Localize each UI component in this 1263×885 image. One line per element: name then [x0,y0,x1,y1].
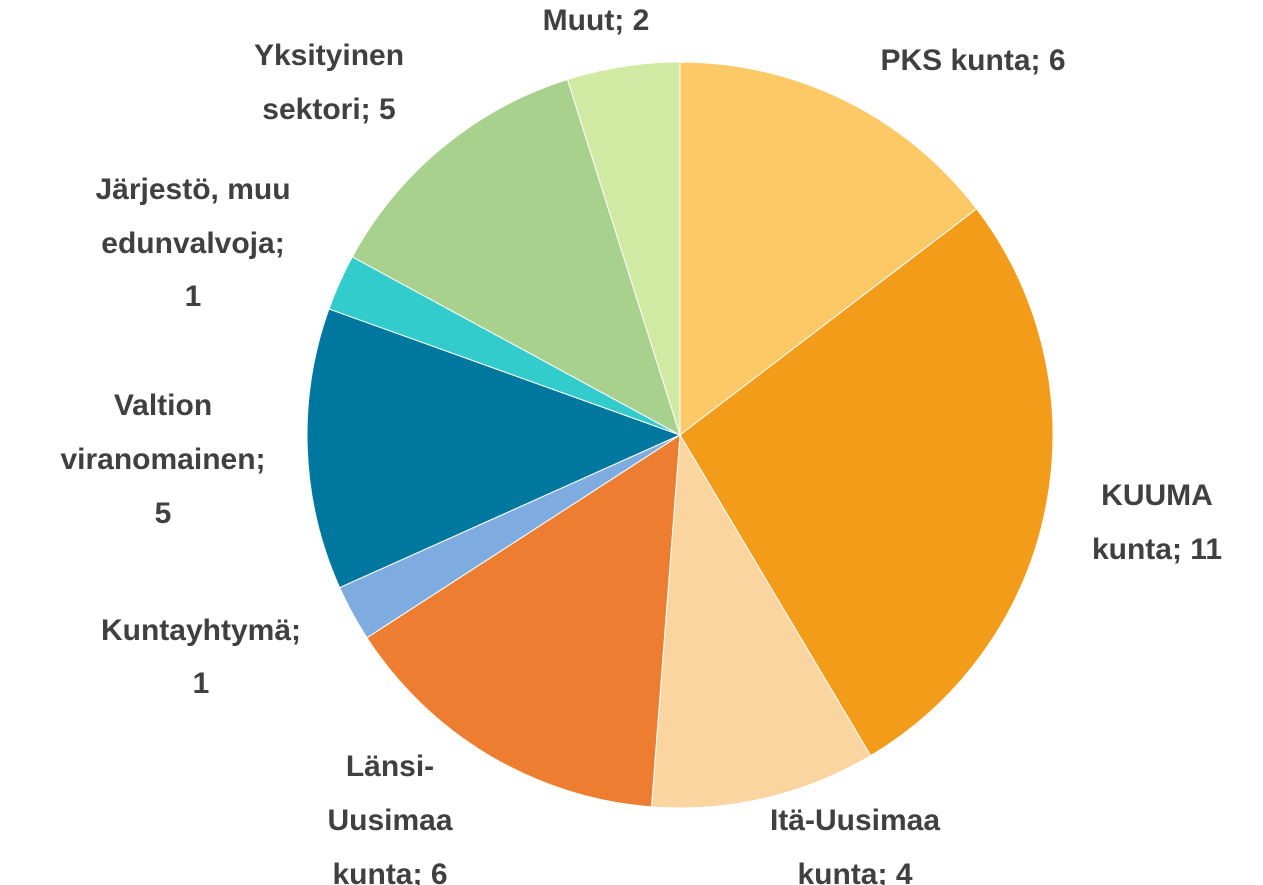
data-label: 1 [185,280,202,313]
data-label: edunvalvoja; [101,227,284,260]
data-label: Järjestö, muu [95,173,290,206]
pie-slice [306,308,682,589]
data-label: kunta; 4 [797,858,912,885]
data-label: Kuntayhtymä; [101,614,301,647]
data-label: Yksityinen [254,39,404,72]
pie-slice [650,433,872,809]
data-label: Länsi- [346,750,434,783]
data-label: 1 [193,667,210,700]
pie-slice [679,208,1054,757]
data-label: Valtion [114,389,212,422]
data-label: Muut; 2 [543,4,650,37]
pie-slice [679,61,978,437]
data-label: kunta; 6 [332,858,447,885]
pie-slice [366,434,681,808]
data-label: Itä-Uusimaa [770,804,940,837]
data-label: Uusimaa [327,804,452,837]
data-label: PKS kunta; 6 [880,44,1065,77]
data-label: kunta; 11 [1092,533,1222,566]
data-label: 5 [155,497,172,530]
data-label: sektori; 5 [262,93,395,126]
data-label: viranomainen; [60,443,265,476]
pie-slice [351,78,681,437]
pie-slice [566,61,681,436]
data-label: KUUMA [1101,479,1213,512]
